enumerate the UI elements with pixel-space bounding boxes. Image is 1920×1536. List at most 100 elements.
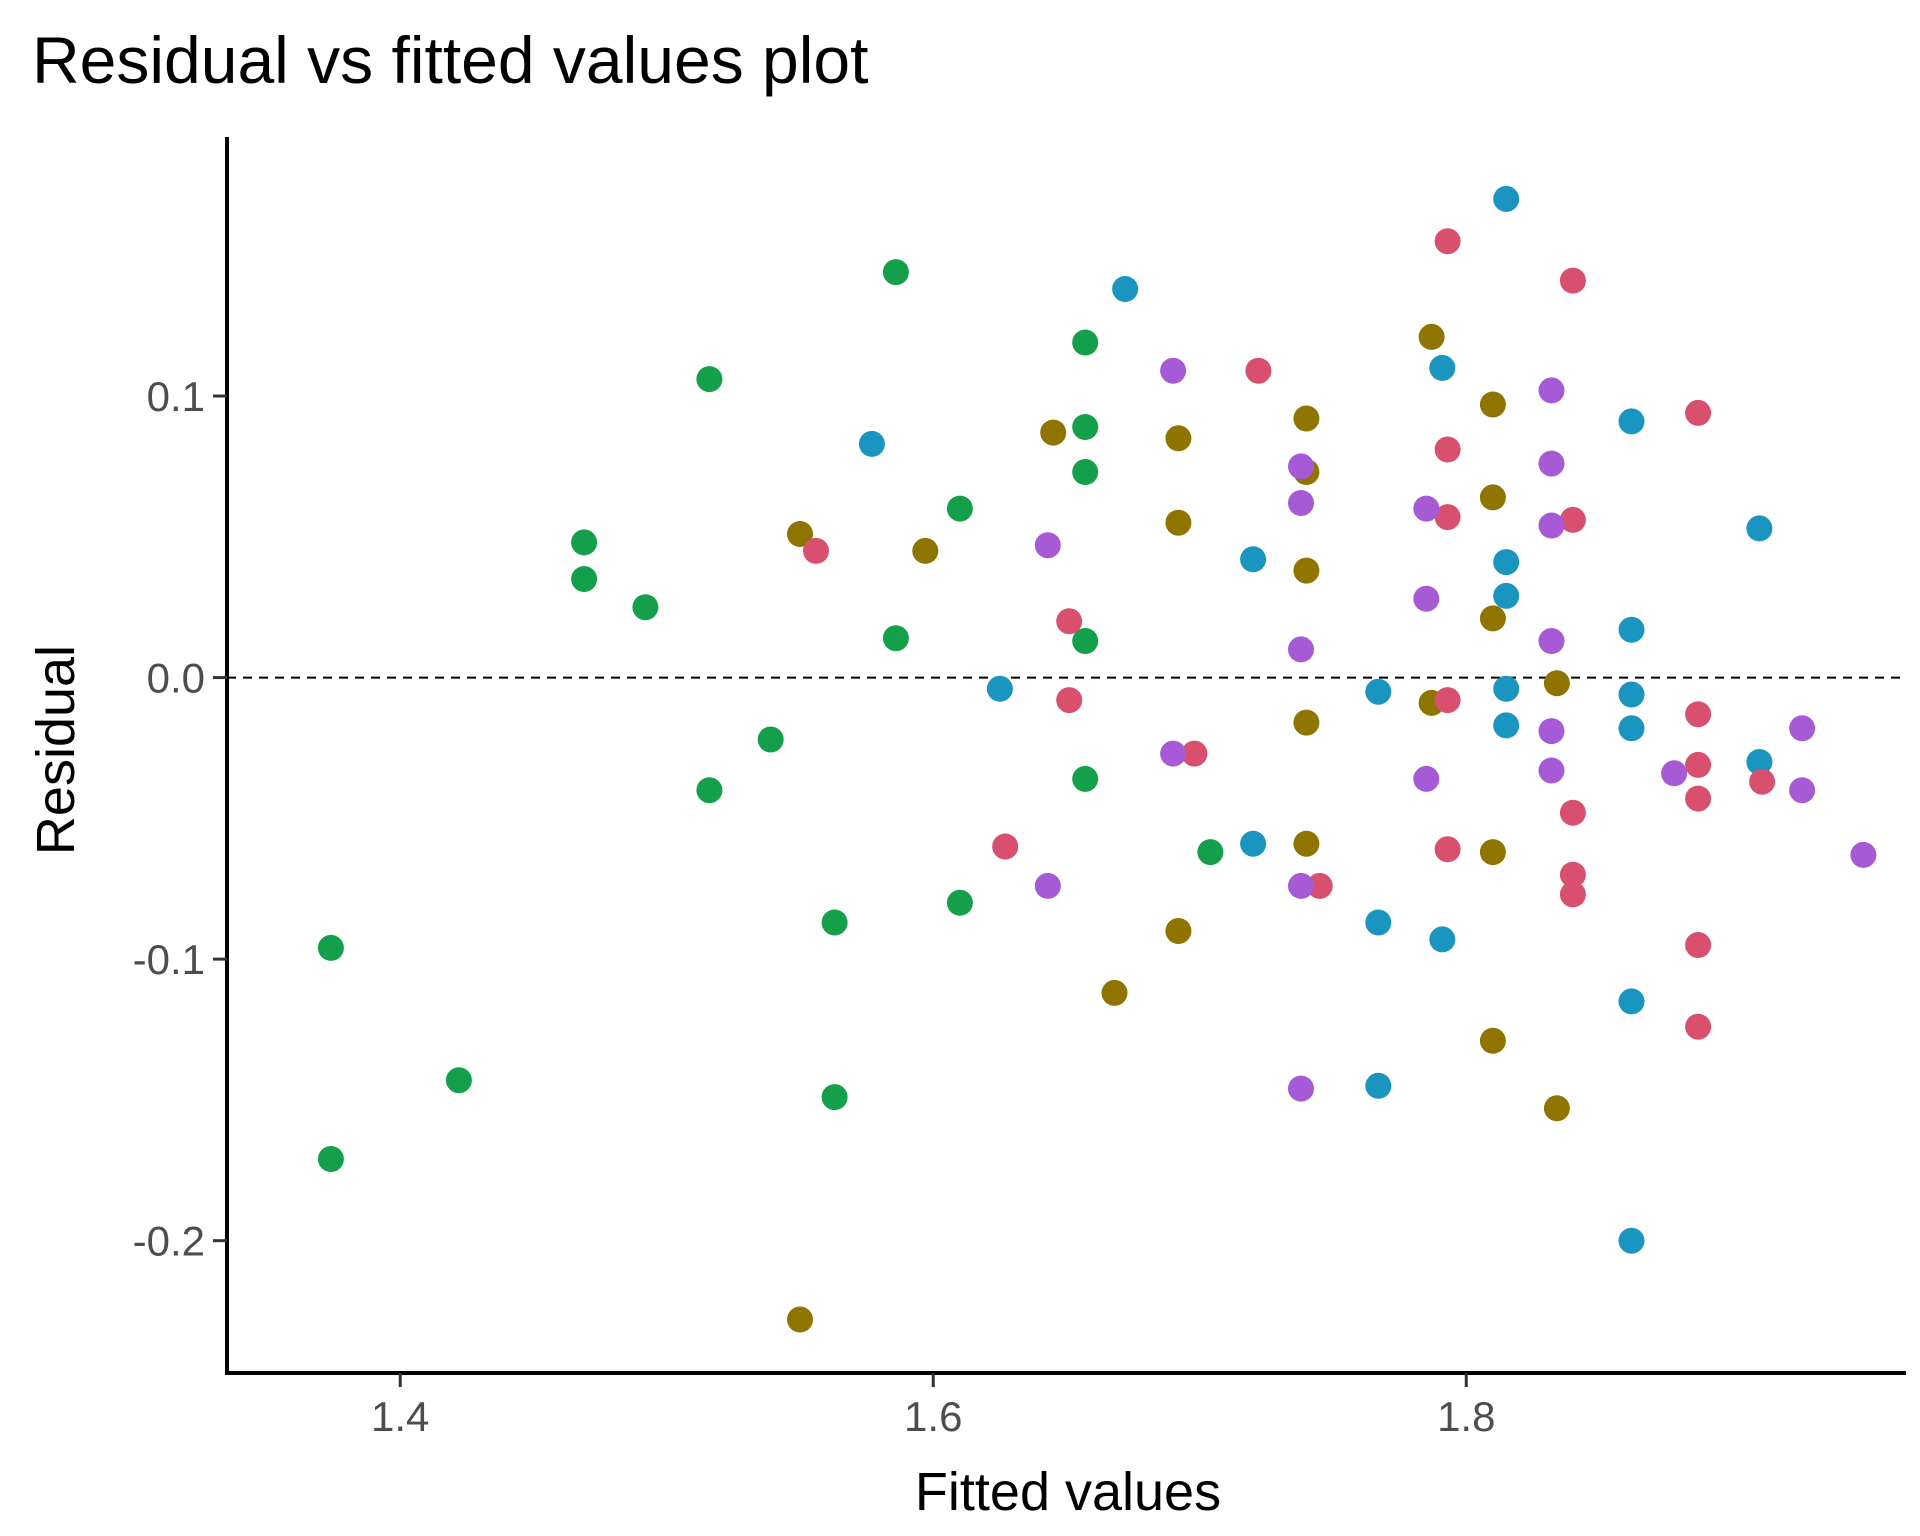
y-tick-label: -0.2 — [133, 1218, 205, 1265]
data-point — [1293, 709, 1320, 736]
data-point — [1618, 988, 1645, 1015]
data-point — [1493, 185, 1520, 212]
data-point — [1240, 546, 1267, 573]
data-point — [1685, 1013, 1712, 1040]
data-point — [1479, 484, 1506, 511]
data-point — [912, 537, 939, 564]
x-tick-label: 1.8 — [1437, 1393, 1495, 1440]
point-group-4 — [803, 228, 1776, 1040]
data-point — [1538, 512, 1565, 539]
data-point — [1429, 926, 1456, 953]
data-point — [787, 1306, 813, 1333]
data-point — [1618, 616, 1645, 643]
y-tick-label: -0.1 — [133, 936, 205, 983]
data-point — [571, 566, 598, 592]
data-point — [1245, 357, 1272, 384]
data-point — [1288, 636, 1314, 663]
data-point — [1749, 768, 1776, 795]
x-tick-label: 1.6 — [904, 1393, 962, 1440]
data-point — [1240, 830, 1267, 857]
data-point — [1618, 715, 1645, 742]
data-point — [1618, 681, 1645, 708]
data-point — [1685, 785, 1712, 812]
data-point — [1101, 979, 1128, 1006]
data-point — [821, 909, 848, 936]
data-point — [1685, 932, 1712, 958]
data-point — [1685, 751, 1712, 778]
data-point — [1661, 760, 1688, 787]
data-point — [445, 1067, 472, 1094]
data-point — [1293, 830, 1320, 857]
data-point — [1293, 405, 1320, 432]
data-point — [1789, 715, 1816, 742]
data-point — [1685, 399, 1712, 426]
data-point — [1434, 436, 1461, 463]
data-point — [1072, 628, 1099, 654]
data-point — [1056, 687, 1083, 714]
data-point — [858, 430, 885, 457]
data-point — [1434, 504, 1461, 531]
data-point — [696, 366, 723, 393]
data-point — [1493, 549, 1520, 576]
data-point — [803, 537, 829, 564]
data-point — [1479, 1027, 1506, 1054]
data-point — [946, 495, 973, 522]
data-point — [1538, 377, 1565, 404]
data-point — [1559, 799, 1586, 826]
chart-title: Residual vs fitted values plot — [32, 23, 869, 97]
data-point — [1056, 608, 1083, 635]
data-point — [632, 594, 659, 621]
data-point — [1165, 509, 1192, 536]
data-point — [986, 675, 1013, 702]
data-point — [1559, 267, 1586, 294]
data-point — [1543, 1095, 1570, 1122]
data-point — [1072, 414, 1099, 440]
data-point — [1160, 357, 1187, 384]
data-point — [1197, 839, 1224, 866]
data-point — [1160, 740, 1187, 767]
data-point — [1493, 675, 1520, 702]
data-point — [1072, 765, 1099, 792]
data-point — [1746, 749, 1773, 775]
data-point — [1365, 678, 1392, 705]
data-point — [1429, 354, 1456, 381]
data-point — [571, 529, 598, 556]
data-point — [1293, 557, 1320, 584]
data-point — [1493, 712, 1520, 739]
data-point — [1479, 605, 1506, 632]
points-layer — [317, 185, 1877, 1333]
data-point — [1306, 872, 1333, 899]
data-point — [1034, 532, 1061, 559]
y-tick-label: 0.1 — [147, 373, 205, 420]
data-point — [1413, 585, 1440, 612]
data-point — [1559, 506, 1586, 533]
data-point — [1538, 757, 1565, 784]
data-point — [1418, 323, 1445, 350]
data-point — [1618, 408, 1645, 435]
data-point — [1538, 450, 1565, 477]
data-point — [1543, 670, 1570, 697]
data-point — [1493, 582, 1520, 609]
data-point — [1181, 740, 1208, 767]
point-group-1 — [317, 259, 1224, 1172]
y-axis-title: Residual — [26, 645, 86, 855]
data-point — [1850, 841, 1877, 868]
x-axis-title: Fitted values — [915, 1462, 1221, 1522]
data-point — [946, 889, 973, 916]
data-point — [757, 726, 784, 753]
data-point — [1288, 490, 1314, 516]
data-point — [1072, 329, 1099, 356]
data-point — [1434, 687, 1461, 714]
data-point — [1165, 918, 1192, 944]
data-point — [317, 934, 344, 961]
data-point — [992, 833, 1019, 860]
x-tick-label: 1.4 — [371, 1393, 429, 1440]
data-point — [787, 521, 813, 547]
data-point — [1034, 872, 1061, 899]
data-point — [1413, 495, 1440, 522]
data-point — [1538, 628, 1565, 654]
data-point — [317, 1146, 344, 1172]
data-point — [1288, 1075, 1314, 1102]
data-point — [1288, 872, 1314, 899]
axes-layer — [225, 137, 1906, 1375]
